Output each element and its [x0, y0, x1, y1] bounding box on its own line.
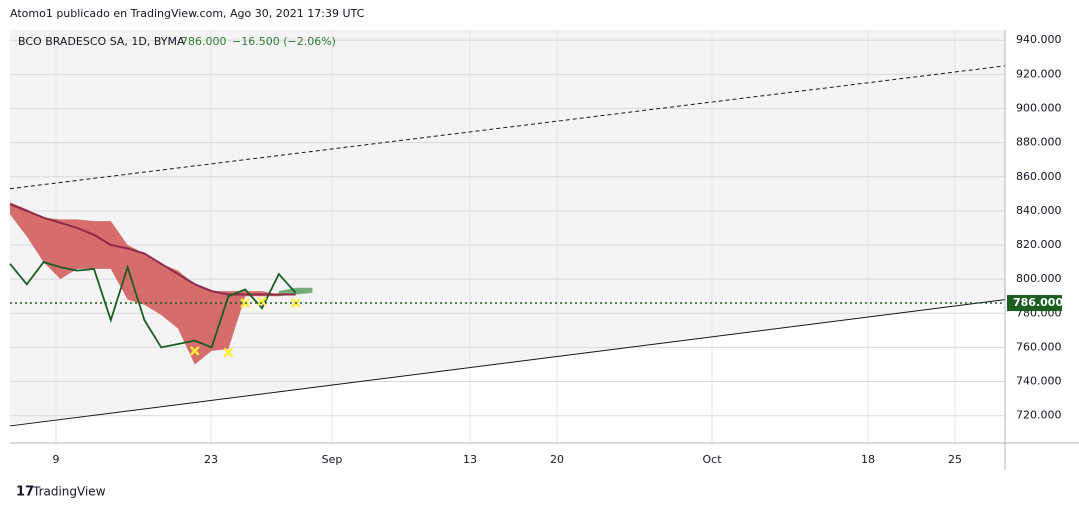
- trendline: [9, 65, 1006, 190]
- close-line: [9, 261, 297, 349]
- marker: [223, 347, 234, 358]
- x-tick-label: Oct: [702, 453, 722, 466]
- price-tag-label: 786.000: [1013, 296, 1063, 309]
- x-tick-label: 20: [550, 453, 564, 466]
- marker: [257, 296, 267, 307]
- y-tick-label: 840.000: [1016, 204, 1062, 217]
- y-tick-label: 940.000: [1016, 33, 1062, 46]
- marker: [189, 345, 200, 356]
- symbol: BCO BRADESCO SA, 1D, BYMA: [18, 35, 185, 48]
- shade: [10, 299, 1005, 443]
- x-tick-label: 23: [204, 453, 218, 466]
- x-tick-label: Sep: [322, 453, 343, 466]
- x-tick-label: 13: [463, 453, 477, 466]
- y-tick-label: 820.000: [1016, 238, 1062, 251]
- cloud: [10, 202, 279, 365]
- y-tick-label: 920.000: [1016, 67, 1062, 80]
- y-tick-label: 880.000: [1016, 136, 1062, 149]
- x-tick-label: 25: [948, 453, 962, 466]
- logo: 𝟭𝟳: [16, 485, 34, 500]
- y-tick-label: 720.000: [1016, 409, 1062, 422]
- y-tick-label: 740.000: [1016, 375, 1062, 388]
- last-price: 786.000: [181, 35, 227, 48]
- x-tick-label: 18: [861, 453, 875, 466]
- y-tick-label: 760.000: [1016, 340, 1062, 353]
- y-tick-label: 900.000: [1016, 102, 1062, 115]
- change: −16.500 (−2.06%): [232, 35, 336, 48]
- price-tag: [1007, 295, 1062, 312]
- trendline: [9, 299, 1006, 427]
- shade: [10, 30, 1005, 426]
- publisher: Atomo1 publicado en TradingView.com, Ago…: [10, 7, 365, 20]
- y-tick-label: 800.000: [1016, 272, 1062, 285]
- y-tick-label: 860.000: [1016, 170, 1062, 183]
- x-tick-label: 9: [53, 453, 60, 466]
- average-line: [9, 203, 296, 296]
- brand: TradingView: [32, 485, 106, 499]
